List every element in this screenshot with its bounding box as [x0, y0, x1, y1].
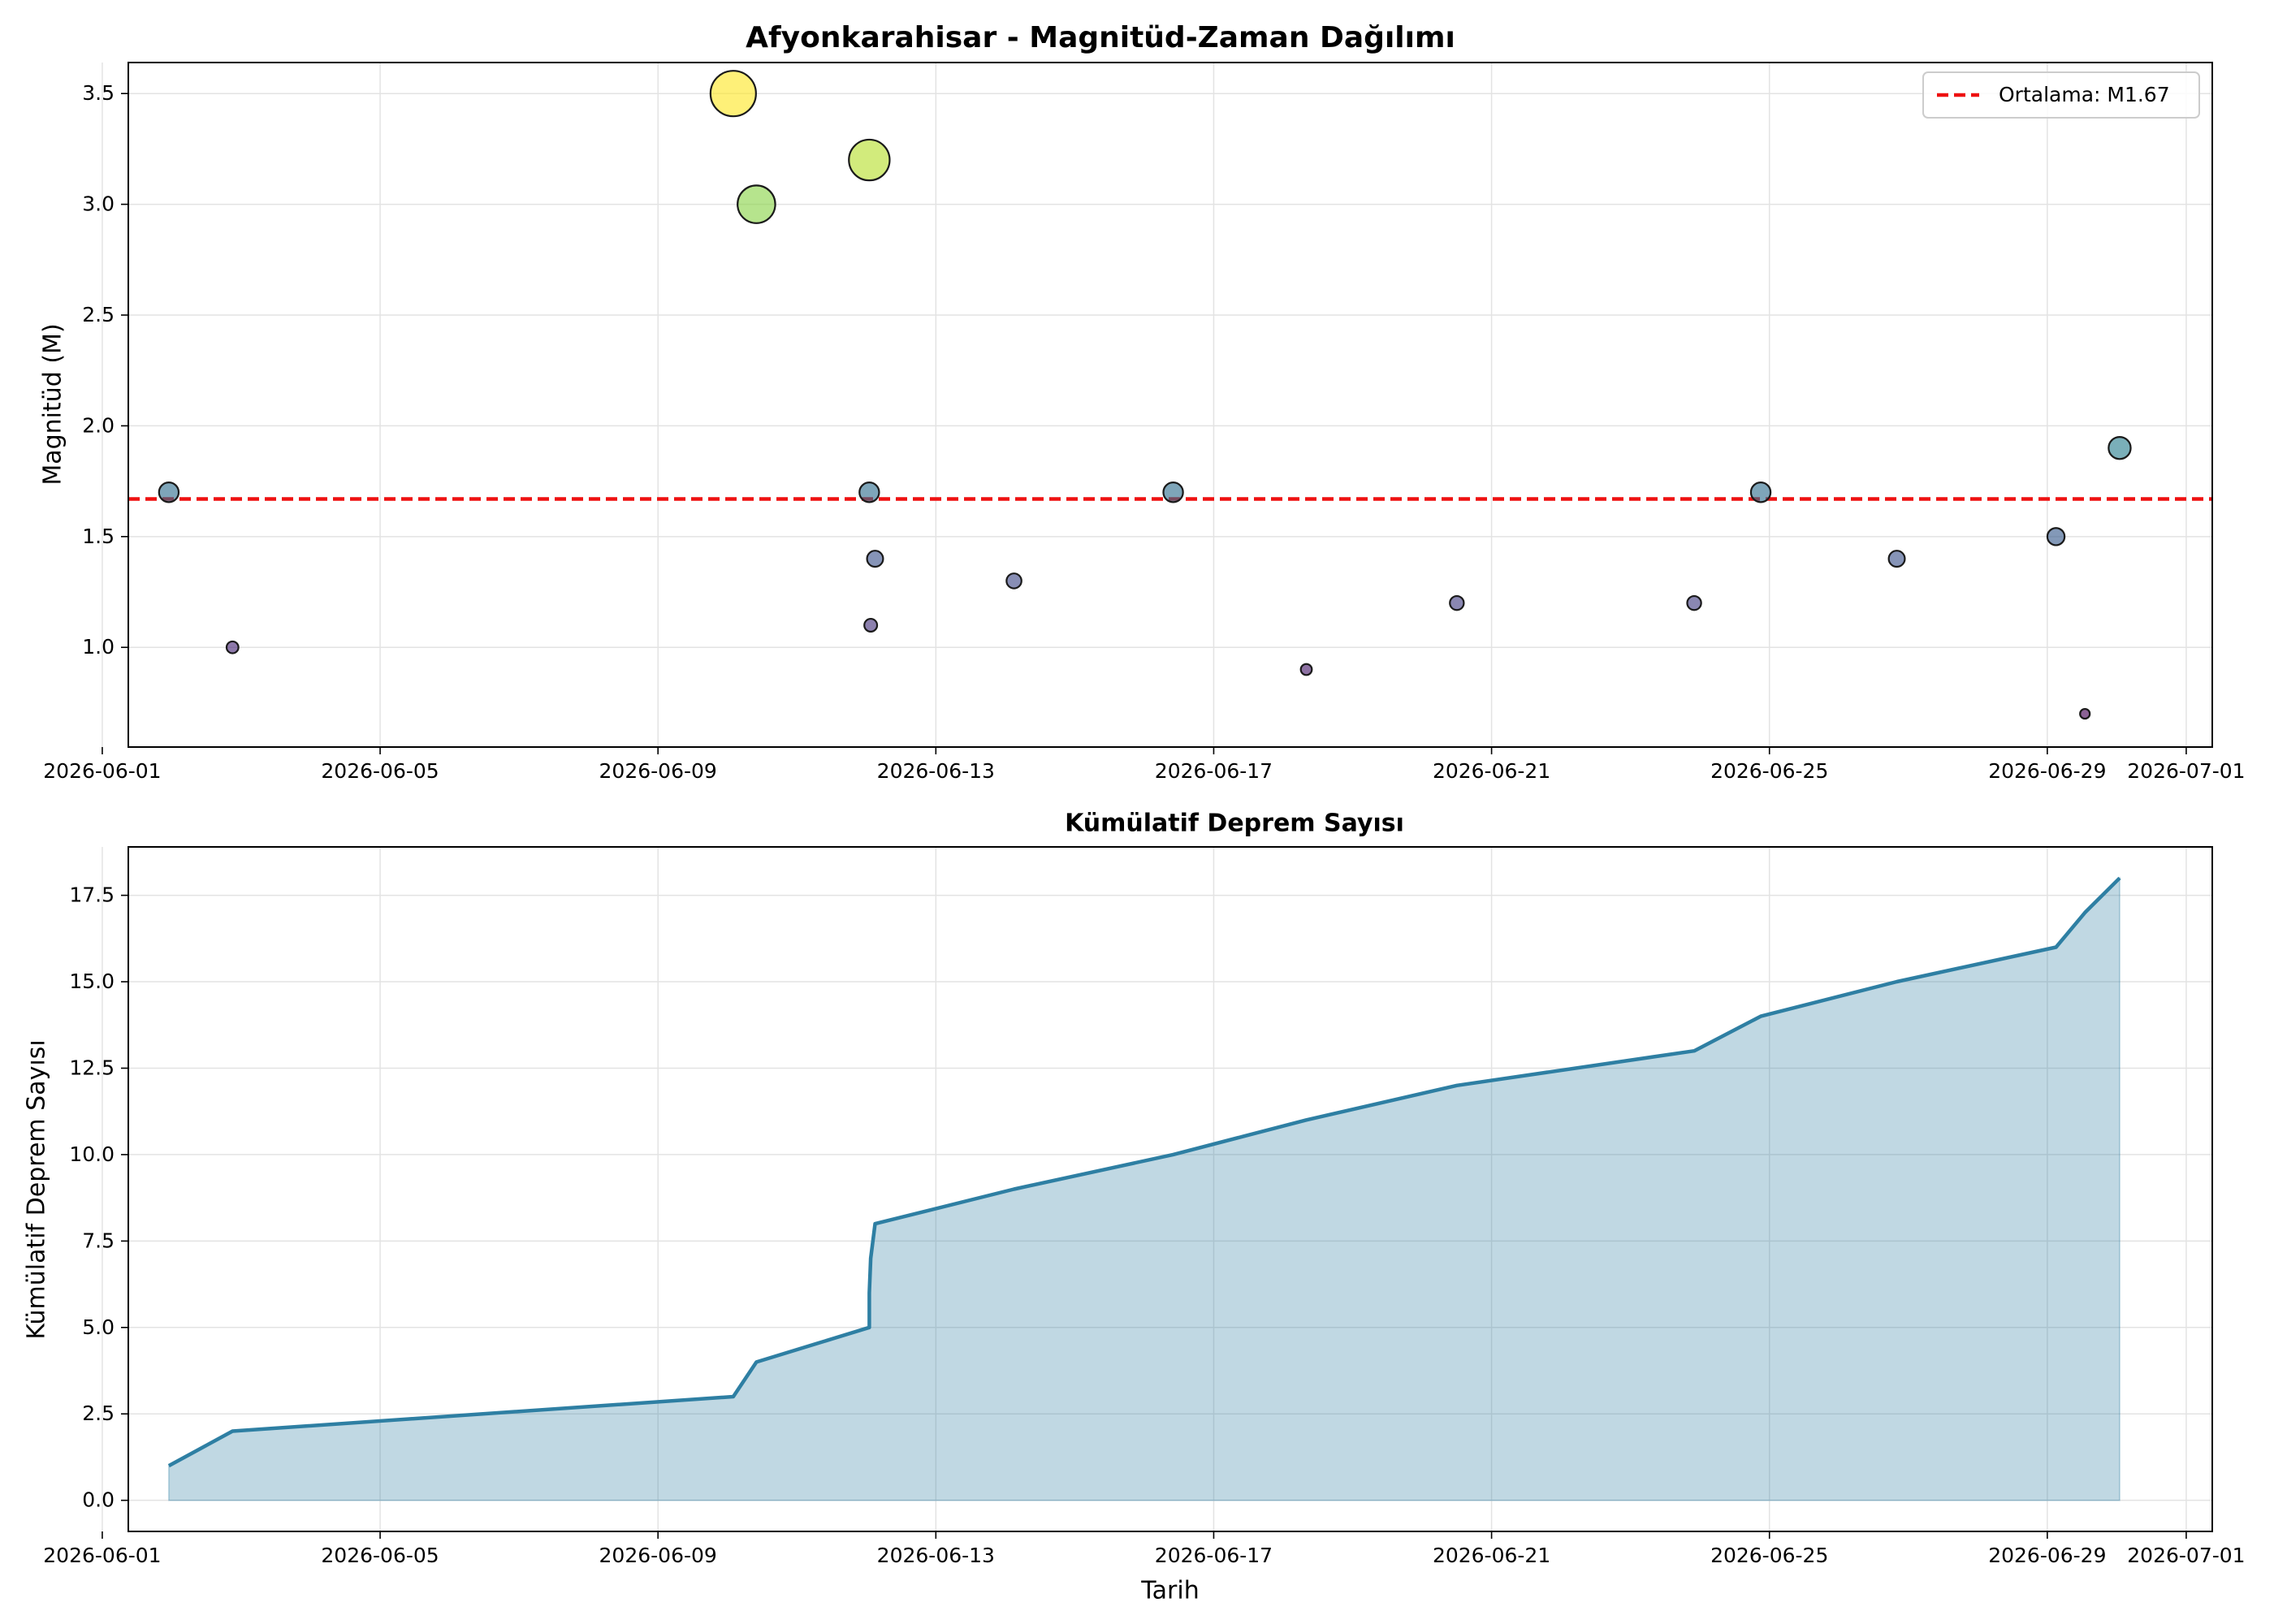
earthquake-point: [866, 550, 884, 568]
cumulative-y-axis-ticks: 0.0 2.5 5.0 7.5 10.0 12.5 15.0 17.5: [69, 883, 128, 1512]
cumulative-series-layer: [167, 876, 2121, 1501]
cumulative-x-tick-label: 2026-06-21: [1433, 1544, 1550, 1567]
earthquake-point: [1887, 550, 1906, 568]
cumulative-y-tick-label: 5.0: [82, 1315, 115, 1339]
magnitude-gridlines: [102, 63, 2212, 747]
earthquake-point: [2108, 435, 2132, 460]
earthquake-point: [1686, 594, 1702, 611]
cumulative-plot-frame: [128, 846, 2213, 1532]
cumulative-gridlines: [102, 847, 2212, 1531]
cumulative-x-tick-label: 2026-06-13: [877, 1544, 995, 1567]
cumulative-x-tick-label: 2026-06-09: [599, 1544, 717, 1567]
earthquake-point: [863, 617, 879, 633]
magnitude-y-tick-label: 2.0: [82, 413, 115, 437]
magnitude-x-axis-ticks: 2026-06-01 2026-06-05 2026-06-09 2026-06-13…: [43, 747, 2246, 783]
cumulative-x-tick-label: 2026-06-05: [321, 1544, 439, 1567]
earthquake-point: [709, 70, 757, 118]
magnitude-y-axis-label: Magnitüd (M): [39, 323, 67, 485]
cumulative-y-tick-label: 12.5: [69, 1056, 115, 1079]
earthquake-point: [1749, 482, 1772, 503]
earthquake-point: [1299, 663, 1313, 676]
chart-title: Afyonkarahisar - Magnitüd-Zaman Dağılımı: [746, 21, 1455, 54]
cumulative-x-tick-label: 2026-06-01: [43, 1544, 161, 1567]
cumulative-y-tick-label: 0.0: [82, 1488, 115, 1512]
cumulative-y-tick-label: 17.5: [69, 883, 115, 907]
cumulative-x-tick-label: 2026-07-01: [2127, 1544, 2245, 1567]
magnitude-x-tick-label: 2026-06-25: [1710, 759, 1828, 783]
magnitude-x-tick-label: 2026-06-13: [877, 759, 995, 783]
earthquake-point: [858, 482, 880, 503]
cumulative-count-line: [167, 876, 2121, 1468]
earthquake-point: [737, 184, 776, 224]
magnitude-y-axis-ticks: 1.0 1.5 2.0 2.5 3.0 3.5: [82, 81, 128, 659]
magnitude-plot-frame: [128, 62, 2213, 748]
magnitude-y-tick-label: 2.5: [82, 303, 115, 326]
cumulative-y-tick-label: 10.0: [69, 1142, 115, 1166]
legend: Ortalama: M1.67: [1922, 71, 2200, 119]
magnitude-y-tick-label: 1.5: [82, 525, 115, 548]
earthquake-point: [848, 138, 891, 182]
magnitude-x-tick-label: 2026-07-01: [2127, 759, 2245, 783]
magnitude-x-tick-label: 2026-06-09: [599, 759, 717, 783]
magnitude-x-tick-label: 2026-06-17: [1155, 759, 1273, 783]
earthquake-point: [2046, 527, 2066, 546]
cumulative-count-panel: Kümülatif Deprem Sayısı 2026-06-01 2026-0…: [23, 810, 2246, 1605]
cumulative-x-tick-label: 2026-06-17: [1155, 1544, 1273, 1567]
magnitude-time-panel: Afyonkarahisar - Magnitüd-Zaman Dağılımı…: [39, 21, 2246, 783]
cumulative-y-tick-label: 15.0: [69, 970, 115, 993]
magnitude-x-tick-label: 2026-06-29: [1988, 759, 2106, 783]
cumulative-y-tick-label: 2.5: [82, 1402, 115, 1425]
scatter-points: [158, 70, 2132, 720]
earthquake-point: [158, 482, 180, 503]
earthquake-point: [225, 640, 240, 654]
legend-box: [1922, 71, 2200, 119]
earthquake-point: [1449, 594, 1465, 611]
cumulative-y-axis-label: Kümülatif Deprem Sayısı: [23, 1039, 51, 1339]
magnitude-x-tick-label: 2026-06-05: [321, 759, 439, 783]
magnitude-y-tick-label: 1.0: [82, 635, 115, 659]
magnitude-x-tick-label: 2026-06-21: [1433, 759, 1550, 783]
cumulative-y-tick-label: 7.5: [82, 1229, 115, 1252]
cumulative-x-axis-label: Tarih: [1140, 1577, 1199, 1605]
magnitude-y-tick-label: 3.0: [82, 192, 115, 216]
magnitude-x-tick-label: 2026-06-01: [43, 759, 161, 783]
legend-mean-label: Ortalama: M1.67: [1999, 83, 2170, 106]
cumulative-x-tick-label: 2026-06-25: [1710, 1544, 1828, 1567]
cumulative-x-axis-ticks: 2026-06-01 2026-06-05 2026-06-09 2026-06-13…: [43, 1531, 2246, 1567]
earthquake-point: [1005, 572, 1022, 590]
magnitude-y-tick-label: 3.5: [82, 81, 115, 105]
cumulative-x-tick-label: 2026-06-29: [1988, 1544, 2106, 1567]
cumulative-chart-title: Kümülatif Deprem Sayısı: [1065, 810, 1404, 838]
earthquake-point: [2079, 707, 2091, 720]
earthquake-point: [1162, 482, 1184, 503]
